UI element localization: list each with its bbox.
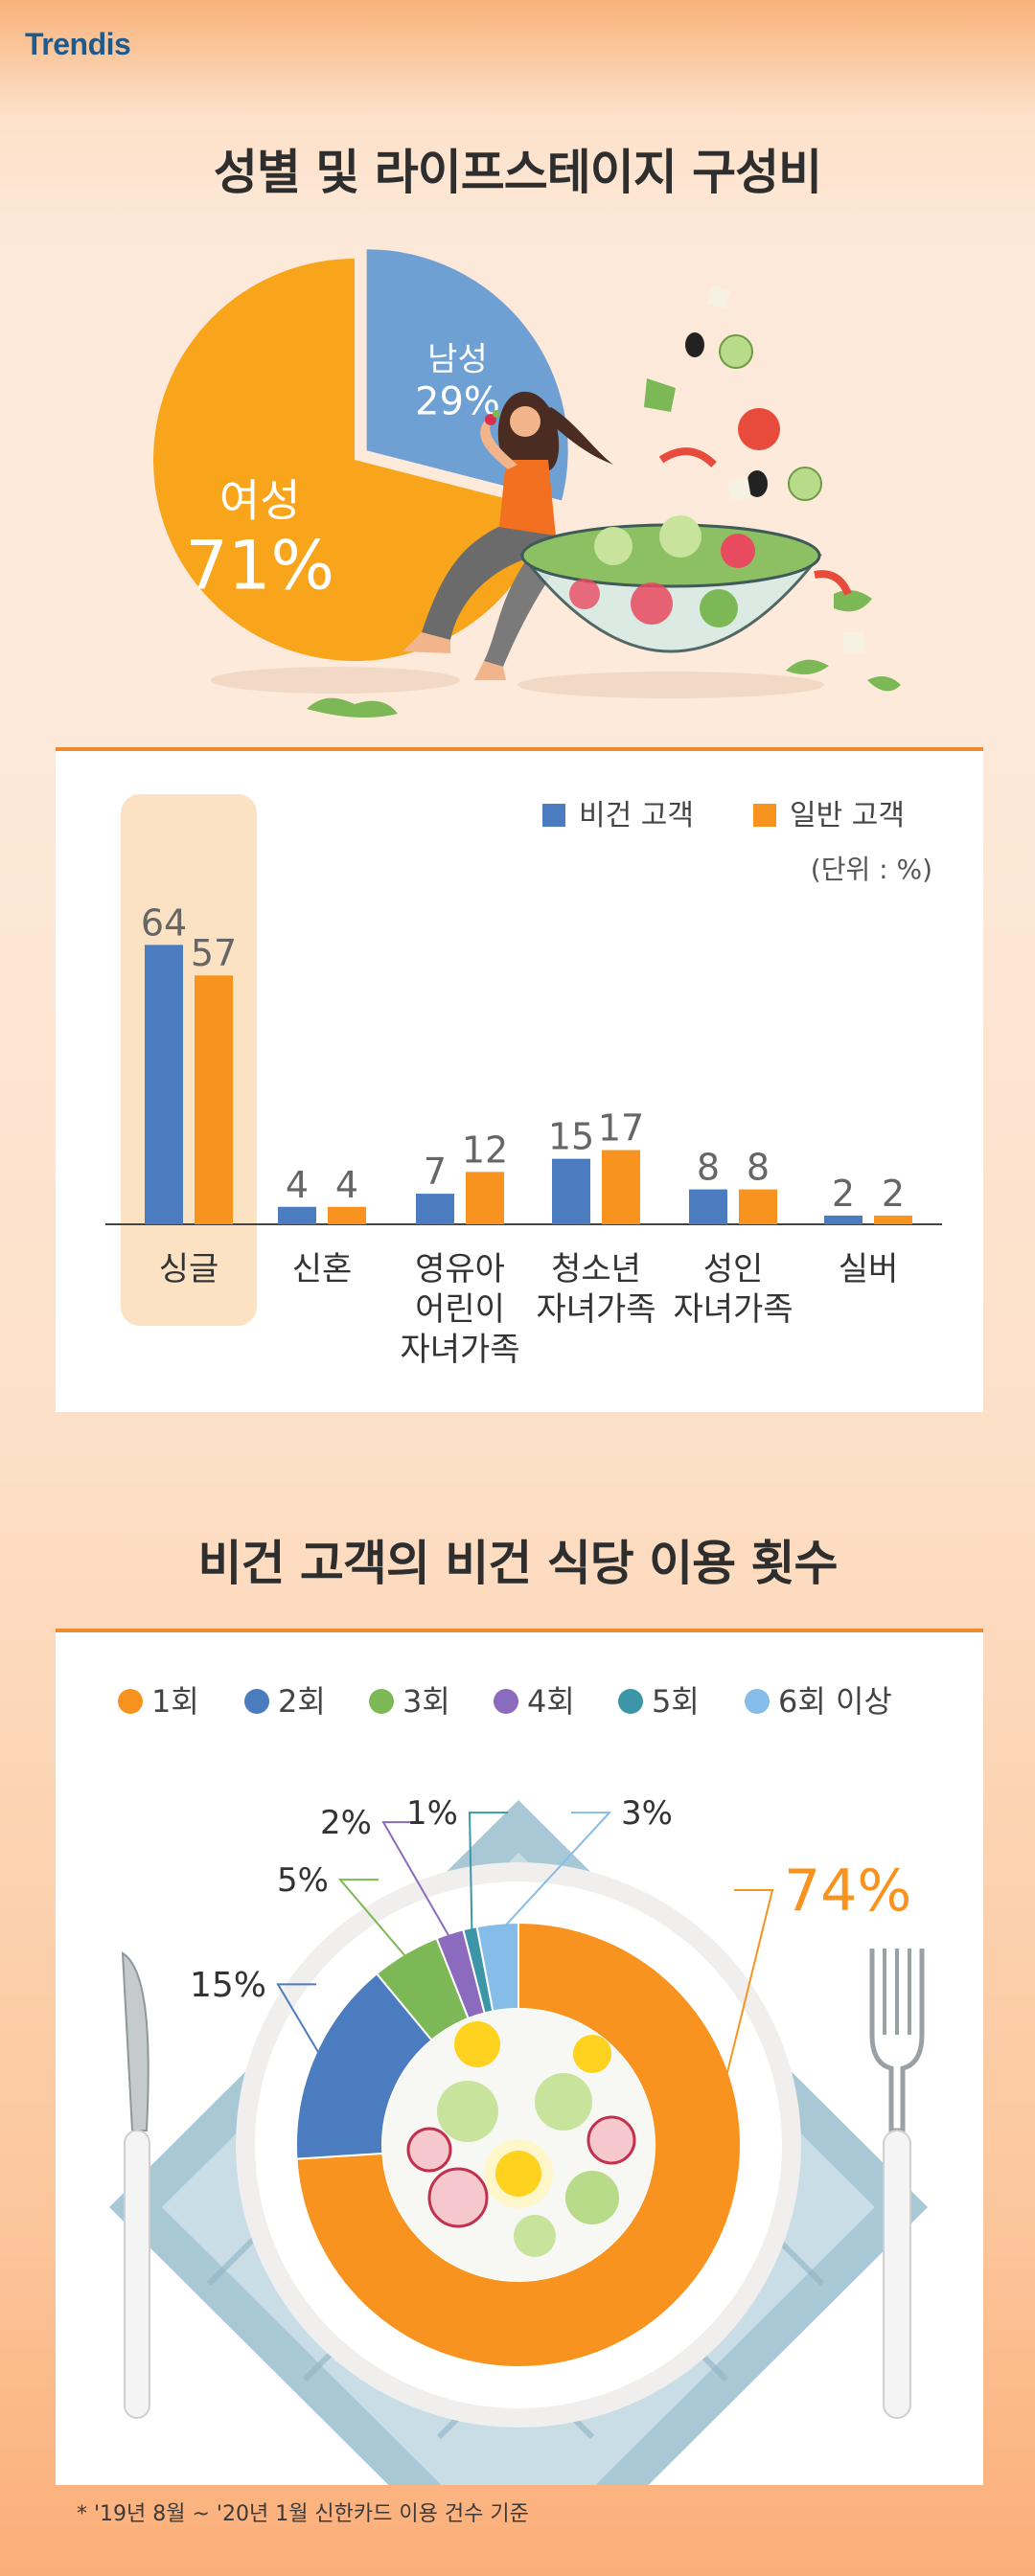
pie-value-female: 71% — [185, 527, 334, 605]
footnote: * '19년 8월 ~ '20년 1월 신한카드 이용 건수 기준 — [77, 2502, 529, 2526]
bar-value-general-1: 4 — [335, 1164, 358, 1206]
legend-dot-2 — [369, 1689, 394, 1714]
legend-swatch-general — [753, 804, 776, 827]
bar-general-2 — [466, 1172, 504, 1224]
bar-general-5 — [874, 1215, 912, 1224]
bar-general-1 — [328, 1206, 366, 1224]
legend-label-5: 6회 이상 — [778, 1683, 892, 1720]
bar-value-vegan-0: 64 — [141, 901, 187, 944]
legend-label-general: 일반 고객 — [790, 799, 905, 832]
donut-value-0: 74% — [784, 1858, 911, 1925]
lifestage-panel: 비건 고객 일반 고객 (단위 : %) 64 57 싱글 4 4 신혼 7 12 영유아 어린이… — [56, 747, 983, 1412]
bar-value-vegan-3: 15 — [548, 1116, 594, 1158]
visits-panel: 1회 2회 3회 4회 5회 6회 이상 — [56, 1629, 983, 2576]
lettuce-leaf-left — [307, 697, 398, 718]
bar-value-general-3: 17 — [598, 1107, 644, 1150]
bar-value-general-4: 8 — [747, 1147, 770, 1189]
donut-leader-4 — [468, 1812, 508, 1938]
donut-value-3: 2% — [320, 1804, 372, 1842]
category-label-2-line-0: 영유아 — [415, 1250, 505, 1288]
legend-label-1: 2회 — [278, 1683, 326, 1720]
legend-label-2: 3회 — [402, 1683, 450, 1720]
category-label-4-line-0: 성인 — [703, 1250, 764, 1288]
pie-shadow — [211, 667, 460, 694]
bar-general-3 — [602, 1150, 640, 1224]
donut-leader-5 — [497, 1812, 612, 1934]
bar-vegan-5 — [824, 1215, 862, 1224]
bar-general-4 — [739, 1189, 777, 1224]
legend-label-4: 5회 — [652, 1683, 700, 1720]
category-label-1-line-0: 신혼 — [292, 1250, 353, 1288]
bar-vegan-2 — [416, 1194, 454, 1224]
donut-value-1: 15% — [190, 1966, 266, 2005]
donut-leader-1 — [276, 1983, 325, 2062]
section1-title: 성별 및 라이프스테이지 구성비 — [213, 145, 822, 200]
legend-label-0: 1회 — [151, 1683, 199, 1720]
bar-vegan-0 — [145, 945, 183, 1224]
section2-title: 비건 고객의 비건 식당 이용 횟수 — [197, 1536, 838, 1591]
pie-label-male: 남성 — [427, 341, 488, 379]
category-label-2-line-1: 어린이 — [415, 1290, 505, 1329]
bar-vegan-1 — [278, 1206, 316, 1224]
visits-donut-chart: 1회 2회 3회 4회 5회 6회 이상 — [109, 1683, 928, 2576]
bar-value-vegan-1: 4 — [286, 1164, 309, 1206]
donut-leader-3 — [381, 1821, 454, 1944]
legend-dot-4 — [618, 1689, 643, 1714]
category-label-4-line-1: 자녀가족 — [673, 1290, 793, 1329]
legend-dot-1 — [244, 1689, 269, 1714]
category-label-2-line-2: 자녀가족 — [400, 1331, 519, 1369]
unit-label: (단위 : %) — [811, 854, 932, 885]
bar-general-0 — [195, 975, 233, 1224]
legend-dot-5 — [745, 1689, 770, 1714]
highlight-single — [121, 794, 257, 1326]
bar-vegan-3 — [552, 1158, 590, 1224]
pie-slice-female — [153, 259, 550, 661]
donut-value-5: 3% — [621, 1794, 673, 1833]
knife-icon — [121, 1951, 150, 2419]
bar-value-general-2: 12 — [462, 1128, 508, 1171]
category-label-3-line-1: 자녀가족 — [536, 1290, 656, 1329]
brand-logo-text: Trendis — [25, 27, 131, 61]
bar-value-vegan-4: 8 — [697, 1147, 720, 1189]
bar-value-vegan-5: 2 — [832, 1173, 855, 1215]
bar-value-general-5: 2 — [882, 1173, 905, 1215]
legend-swatch-vegan — [542, 804, 565, 827]
salad-illustration — [382, 2009, 655, 2281]
legend-label-vegan: 비건 고객 — [579, 799, 694, 832]
category-label-0-line-0: 싱글 — [159, 1250, 219, 1288]
brand-logo: Trendis — [25, 27, 131, 62]
fork-icon — [869, 1949, 925, 2419]
legend-label-3: 4회 — [527, 1683, 575, 1720]
category-label-3-line-0: 청소년 — [551, 1250, 641, 1288]
bar-value-vegan-2: 7 — [424, 1151, 447, 1193]
category-label-5-line-0: 실버 — [839, 1250, 899, 1288]
pie-label-female: 여성 — [219, 475, 301, 527]
legend-dot-0 — [118, 1689, 143, 1714]
donut-value-2: 5% — [277, 1861, 329, 1900]
bar-value-general-0: 57 — [191, 932, 237, 974]
donut-value-4: 1% — [406, 1794, 458, 1833]
salad-bowl-illustration — [307, 285, 901, 718]
donut-leader-2 — [337, 1879, 411, 1963]
donut-leader-0 — [672, 1889, 774, 2291]
bar-vegan-4 — [689, 1189, 727, 1224]
legend-dot-3 — [494, 1689, 518, 1714]
